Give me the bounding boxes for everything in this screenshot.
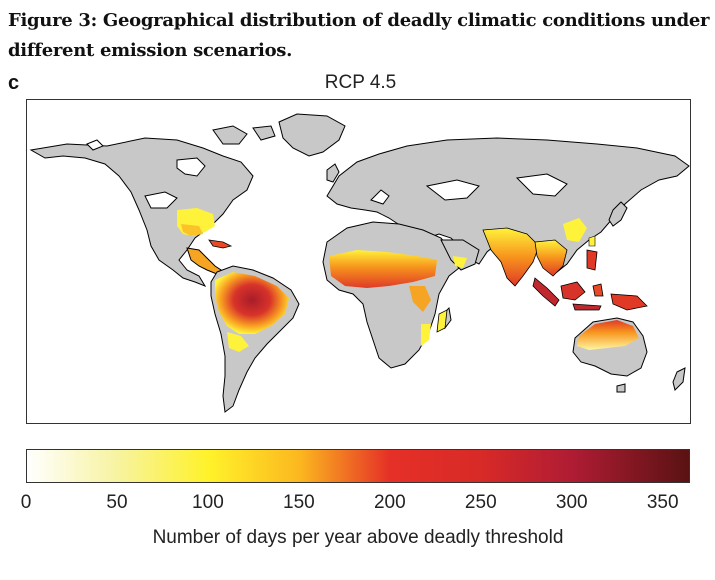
south-america xyxy=(210,265,300,413)
risk-us-gulf xyxy=(181,224,203,236)
colorbar-tick-label: 100 xyxy=(192,492,224,513)
risk-china-coast xyxy=(563,218,587,242)
greenland xyxy=(212,113,346,157)
figure-title: Figure 3: Geographical distribution of d… xyxy=(8,10,710,61)
maritime-southeast-asia xyxy=(532,249,648,311)
colorbar-ticks: 0 50 100 150 200 250 300 350 xyxy=(21,492,690,516)
colorbar-tick-label: 350 xyxy=(646,492,679,513)
new-zealand xyxy=(672,367,686,391)
world-map-svg xyxy=(29,113,690,413)
british-isles xyxy=(326,163,340,183)
colorbar-label: Number of days per year above deadly thr… xyxy=(152,527,564,548)
arabia xyxy=(440,239,480,271)
map-title: RCP 4.5 xyxy=(324,72,397,93)
risk-south-asia xyxy=(482,227,540,287)
colorbar-tick-label: 300 xyxy=(555,492,588,513)
colorbar-tick-label: 0 xyxy=(20,492,32,513)
risk-taiwan xyxy=(588,235,596,247)
risk-indochina xyxy=(534,239,568,277)
colorbar-tick-label: 200 xyxy=(373,492,406,513)
colorbar-tick-label: 150 xyxy=(283,492,315,513)
risk-arabia-coast xyxy=(453,256,467,268)
madagascar xyxy=(436,309,448,333)
colorbar xyxy=(26,449,690,483)
central-america xyxy=(186,247,222,275)
world-map xyxy=(26,99,691,424)
africa xyxy=(322,221,460,369)
japan xyxy=(608,201,628,227)
colorbar-tick-label: 50 xyxy=(106,492,128,513)
panel-label: c xyxy=(8,72,20,94)
caribbean xyxy=(208,239,233,249)
australia xyxy=(572,317,648,393)
north-america xyxy=(29,137,254,288)
colorbar-tick-label: 250 xyxy=(464,492,497,513)
